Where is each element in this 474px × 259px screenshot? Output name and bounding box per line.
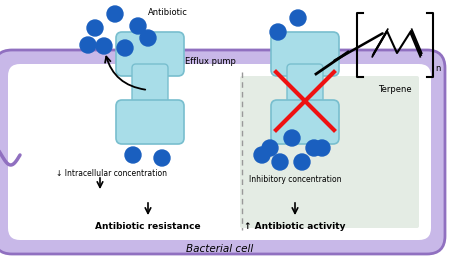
Text: ↓ Intracellular concentration: ↓ Intracellular concentration [56,169,167,177]
Circle shape [117,40,133,56]
Circle shape [294,154,310,170]
Circle shape [254,147,270,163]
Circle shape [96,38,112,54]
Text: Inhibitory concentration: Inhibitory concentration [249,175,341,184]
Text: Antibiotic: Antibiotic [148,8,188,17]
Text: Bacterial cell: Bacterial cell [186,244,254,254]
Circle shape [272,154,288,170]
FancyBboxPatch shape [287,64,323,110]
Circle shape [314,140,330,156]
Text: Efflux pump: Efflux pump [185,57,236,67]
FancyBboxPatch shape [132,64,168,110]
Text: ↑ Antibiotic activity: ↑ Antibiotic activity [244,222,346,231]
Circle shape [107,6,123,22]
Circle shape [306,140,322,156]
Text: Antibiotic resistance: Antibiotic resistance [95,222,201,231]
FancyBboxPatch shape [240,76,419,228]
Circle shape [125,147,141,163]
Circle shape [290,10,306,26]
Circle shape [262,140,278,156]
FancyBboxPatch shape [8,64,431,240]
FancyBboxPatch shape [0,50,445,254]
Circle shape [284,130,300,146]
Circle shape [80,37,96,53]
FancyBboxPatch shape [271,100,339,144]
FancyBboxPatch shape [116,32,184,76]
FancyBboxPatch shape [116,100,184,144]
Circle shape [154,150,170,166]
Text: Terpene: Terpene [378,85,412,94]
Circle shape [130,18,146,34]
FancyBboxPatch shape [271,32,339,76]
Circle shape [270,24,286,40]
Circle shape [87,20,103,36]
Circle shape [140,30,156,46]
Text: n: n [435,64,440,73]
